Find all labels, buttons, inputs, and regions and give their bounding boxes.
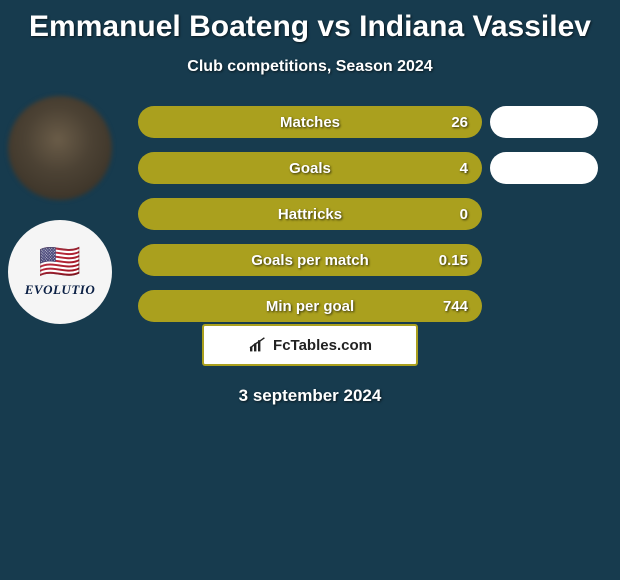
brand-label: FcTables.com	[273, 337, 372, 354]
stat-row-gpm: Goals per match 0.15	[138, 244, 482, 276]
date-text: 3 september 2024	[0, 386, 620, 406]
player-photo	[8, 96, 112, 200]
page-subtitle: Club competitions, Season 2024	[0, 58, 620, 76]
stat-label: Min per goal	[266, 298, 354, 315]
left-avatars: 🇺🇸 EVOLUTIO	[8, 96, 112, 324]
stat-row-matches: Matches 26	[138, 106, 482, 138]
page-title: Emmanuel Boateng vs Indiana Vassilev	[0, 0, 620, 44]
team-badge: 🇺🇸 EVOLUTIO	[8, 220, 112, 324]
stat-row-goals: Goals 4	[138, 152, 482, 184]
chart-icon	[248, 337, 268, 353]
brand-card[interactable]: FcTables.com	[202, 324, 418, 366]
flag-icon: 🇺🇸	[39, 246, 81, 280]
stat-value: 26	[451, 114, 468, 131]
stat-row-mpg: Min per goal 744	[138, 290, 482, 322]
stat-value: 744	[443, 298, 468, 315]
stat-value: 0.15	[439, 252, 468, 269]
right-pill-goals	[490, 152, 598, 184]
stat-value: 0	[460, 206, 468, 223]
stat-label: Goals	[289, 160, 331, 177]
stat-value: 4	[460, 160, 468, 177]
stat-bars: Matches 26 Goals 4 Hattricks 0 Goals per…	[138, 106, 482, 322]
stat-label: Hattricks	[278, 206, 342, 223]
stat-label: Matches	[280, 114, 340, 131]
team-badge-text: EVOLUTIO	[25, 282, 95, 298]
right-pill-matches	[490, 106, 598, 138]
stat-row-hattricks: Hattricks 0	[138, 198, 482, 230]
stat-label: Goals per match	[251, 252, 369, 269]
right-player-pills	[490, 106, 598, 184]
